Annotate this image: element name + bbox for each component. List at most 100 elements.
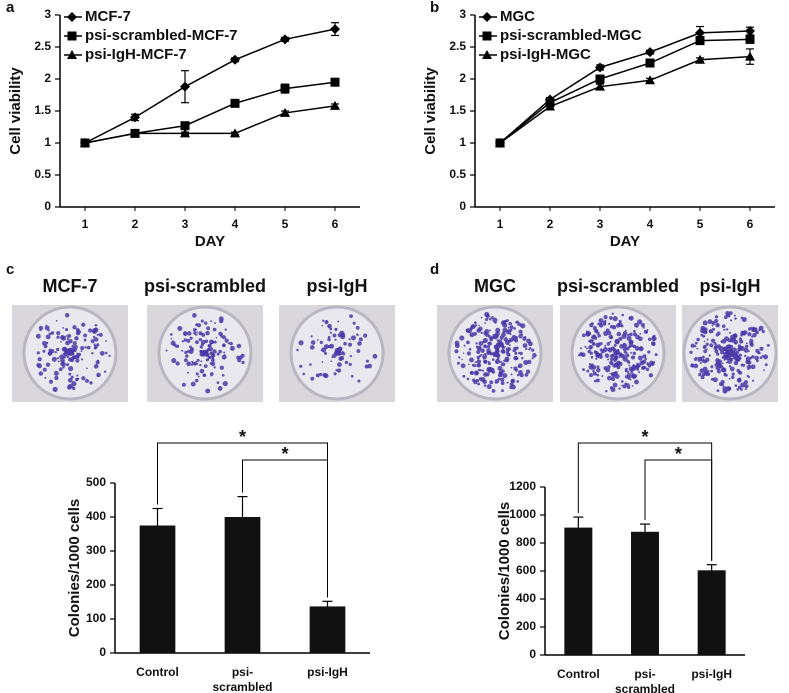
y-tick-label: 1 xyxy=(44,135,51,149)
colony xyxy=(38,371,44,376)
colony xyxy=(516,373,520,377)
colony xyxy=(460,363,466,369)
colony xyxy=(471,364,474,367)
colony xyxy=(478,326,483,331)
colony xyxy=(68,372,72,376)
marker xyxy=(595,81,605,91)
colony xyxy=(186,338,191,343)
y-tick-label: 400 xyxy=(86,509,106,523)
colony xyxy=(596,365,600,369)
colony xyxy=(723,328,726,331)
colony xyxy=(596,367,601,373)
colony xyxy=(473,321,477,325)
colony xyxy=(68,366,74,372)
colony xyxy=(613,343,617,347)
colony xyxy=(694,341,698,345)
bar xyxy=(564,527,593,655)
colony xyxy=(618,387,621,390)
colony xyxy=(209,347,214,351)
colony xyxy=(642,354,647,359)
colony xyxy=(332,333,337,338)
significance-bracket xyxy=(242,459,328,598)
plate-caption: psi-IgH xyxy=(700,276,761,296)
colony xyxy=(57,360,60,363)
colony xyxy=(715,352,720,356)
colony xyxy=(723,372,727,376)
colony xyxy=(192,313,197,318)
colony xyxy=(207,358,210,361)
colony xyxy=(722,346,728,352)
colony xyxy=(349,314,353,319)
legend-label: psi-IgH-MCF-7 xyxy=(85,46,187,63)
line xyxy=(499,38,751,144)
marker xyxy=(67,50,77,59)
colony xyxy=(224,338,229,343)
y-tick-label: 2.5 xyxy=(34,39,51,53)
colony xyxy=(639,332,642,335)
marker xyxy=(545,101,555,111)
colony xyxy=(334,328,338,331)
colony xyxy=(721,324,726,329)
colony xyxy=(201,339,206,345)
colony xyxy=(616,331,622,337)
marker xyxy=(595,62,605,73)
colony xyxy=(703,330,708,335)
colony xyxy=(614,338,620,345)
colony xyxy=(508,332,511,335)
line xyxy=(84,105,336,144)
colony xyxy=(459,335,465,341)
colony xyxy=(338,351,343,356)
colony xyxy=(689,350,693,354)
colony xyxy=(454,343,460,349)
colony xyxy=(507,326,510,329)
colony xyxy=(316,339,319,341)
colony xyxy=(617,361,623,367)
colony xyxy=(241,360,245,365)
colony xyxy=(706,348,708,351)
colony xyxy=(619,344,624,349)
colony xyxy=(86,345,91,350)
colony xyxy=(491,389,496,393)
x-tick-label: 4 xyxy=(232,217,239,231)
colony xyxy=(594,328,599,333)
colony xyxy=(725,386,731,392)
colony xyxy=(62,327,65,329)
colony xyxy=(581,333,586,338)
colony xyxy=(634,379,639,385)
colony xyxy=(609,325,614,329)
colony xyxy=(200,360,203,363)
colony xyxy=(222,380,228,387)
colony xyxy=(653,361,656,364)
colony xyxy=(60,335,65,340)
colony xyxy=(513,346,517,351)
colony xyxy=(515,321,517,324)
colony xyxy=(213,340,217,344)
colony xyxy=(728,351,734,357)
colony xyxy=(632,332,638,337)
marker xyxy=(745,51,755,61)
x-tick-label: 6 xyxy=(747,217,754,231)
colony xyxy=(352,321,356,325)
colony xyxy=(631,385,634,387)
colony xyxy=(210,358,215,363)
colony xyxy=(617,349,620,351)
marker xyxy=(280,107,290,117)
colony xyxy=(625,353,630,358)
colony xyxy=(618,336,623,341)
colony xyxy=(170,337,173,340)
colony xyxy=(509,385,513,390)
colony xyxy=(237,358,242,363)
colony xyxy=(466,328,472,334)
colony xyxy=(596,345,599,348)
colony xyxy=(358,337,363,342)
colony xyxy=(221,373,225,377)
colony xyxy=(710,369,714,373)
colony xyxy=(696,337,700,342)
colony xyxy=(93,364,99,369)
colony xyxy=(499,360,503,363)
colony xyxy=(48,348,52,352)
colony xyxy=(626,335,632,341)
y-tick-label: 1.5 xyxy=(449,103,466,117)
legend-label: MGC xyxy=(500,8,535,25)
x-axis-label: DAY xyxy=(610,233,640,250)
